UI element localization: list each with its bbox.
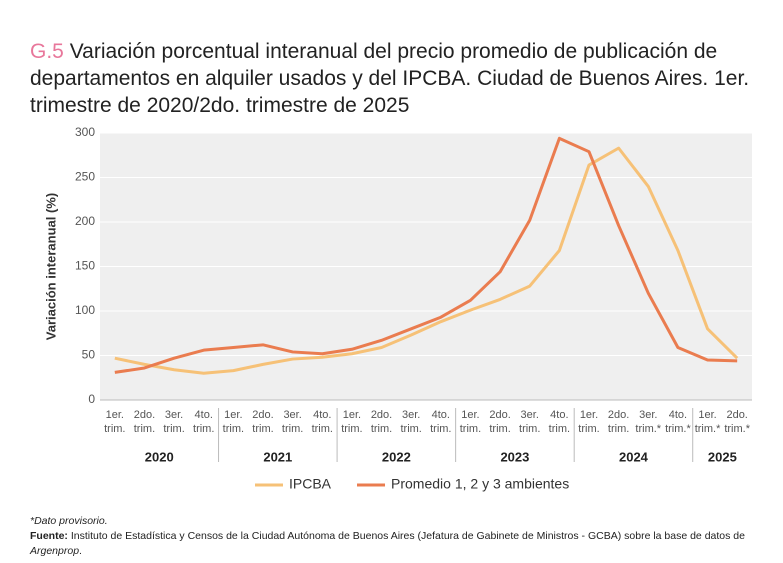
x-tick-label: 3er. trim. [281, 409, 304, 435]
x-tick-label: 1er. trim. [459, 409, 482, 435]
x-tick-label: 2do. trim. [607, 409, 630, 435]
y-tick-label: 300 [75, 125, 95, 139]
source: Fuente: Instituto de Estadística y Censo… [30, 529, 770, 559]
x-tick-label: 2do. trim. [370, 409, 393, 435]
x-tick-label: 2do. trim. [133, 409, 156, 435]
y-axis-label: Variación interanual (%) [43, 193, 58, 340]
title: G.5 Variación porcentual interanual del … [30, 38, 770, 119]
footer: *Dato provisorio. Fuente: Instituto de E… [30, 514, 770, 559]
note: *Dato provisorio. [30, 515, 108, 527]
x-tick-label: 4to. trim. [430, 409, 452, 435]
x-group-label: 2022 [382, 449, 411, 464]
x-group-label: 2025 [708, 449, 737, 464]
x-group-label: 2024 [619, 449, 649, 464]
x-tick-label: 2do. trim. [252, 409, 274, 435]
x-group-label: 2020 [145, 449, 174, 464]
x-tick-label: 3er. trim.* [635, 409, 662, 435]
x-tick-label: 4to. trim. [311, 409, 333, 435]
title-prefix: G.5 [30, 40, 64, 63]
x-tick-label: 4to. trim.* [665, 409, 691, 435]
legend-label: Promedio 1, 2 y 3 ambientes [391, 476, 569, 492]
y-tick-label: 250 [75, 170, 95, 184]
y-tick-label: 150 [75, 259, 95, 273]
x-tick-label: 3er. trim. [163, 409, 185, 435]
source-end: . [79, 545, 82, 557]
x-tick-label: 1er. trim.* [694, 409, 721, 435]
x-group-label: 2021 [263, 449, 292, 464]
x-tick-label: 1er. trim. [104, 409, 126, 435]
y-tick-label: 100 [75, 303, 95, 317]
x-tick-label: 3er. trim. [400, 409, 422, 435]
y-tick-label: 50 [82, 348, 96, 362]
source-label: Fuente: [30, 530, 68, 542]
source-emphasis: Argenprop [30, 545, 80, 557]
series-line [114, 146, 739, 375]
x-tick-label: 1er. trim. [578, 409, 600, 435]
x-tick-label: 2do. trim. [489, 409, 511, 435]
y-tick-label: 0 [88, 392, 95, 406]
title-text: Variación porcentual interanual del prec… [30, 40, 750, 117]
x-group-label: 2023 [500, 449, 529, 464]
y-tick-label: 200 [75, 214, 95, 228]
x-tick-label: 4to. trim. [193, 409, 215, 435]
source-text: Instituto de Estadística y Censos de la … [70, 530, 745, 542]
x-tick-label: 4to. trim. [548, 409, 571, 435]
x-tick-label: 2do. trim.* [724, 409, 750, 435]
chart: 0 50 100 150 200 250 300 Variación interanual (… [43, 125, 752, 492]
series-line [114, 136, 738, 374]
x-tick-label: 3er. trim. [519, 409, 541, 435]
x-tick-label: 1er. trim. [222, 409, 245, 435]
legend-label: IPCBA [289, 476, 332, 492]
x-tick-label: 1er. trim. [341, 409, 363, 435]
